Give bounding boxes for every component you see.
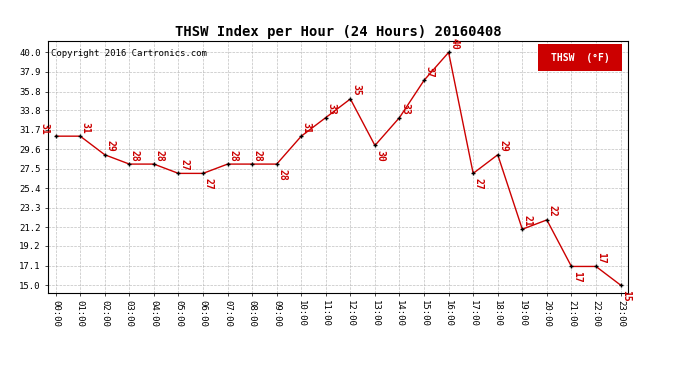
Point [296,133,307,139]
Text: 33: 33 [326,103,337,115]
Text: 28: 28 [228,150,238,161]
Text: 40: 40 [449,38,459,50]
Point [50,133,61,139]
Point [517,226,528,232]
Point [615,282,626,288]
Point [148,161,159,167]
Point [419,77,430,83]
Point [566,264,577,270]
Point [369,142,380,148]
Point [320,114,331,120]
Point [345,96,356,102]
Text: 35: 35 [351,84,361,96]
Point [222,161,233,167]
Text: 17: 17 [597,252,607,264]
Text: 21: 21 [523,215,533,226]
Point [591,264,602,270]
Text: 33: 33 [400,103,410,115]
Text: 27: 27 [474,178,484,190]
Point [443,50,454,55]
Point [124,161,135,167]
Text: 28: 28 [277,169,287,181]
Point [542,217,553,223]
Text: Copyright 2016 Cartronics.com: Copyright 2016 Cartronics.com [51,49,207,58]
Point [75,133,86,139]
Text: 28: 28 [253,150,263,161]
Text: 27: 27 [204,178,214,190]
Text: 31: 31 [39,123,50,135]
Point [246,161,257,167]
Text: 15: 15 [621,290,631,302]
Text: 29: 29 [498,140,509,152]
Text: 29: 29 [106,140,115,152]
Point [468,170,479,176]
Text: 17: 17 [572,272,582,283]
Text: 37: 37 [424,66,435,78]
Title: THSW Index per Hour (24 Hours) 20160408: THSW Index per Hour (24 Hours) 20160408 [175,25,502,39]
Text: 28: 28 [155,150,164,161]
Point [197,170,208,176]
Text: 31: 31 [302,122,312,134]
Point [492,152,503,158]
Text: 27: 27 [179,159,189,171]
Text: 31: 31 [81,122,91,134]
Point [99,152,110,158]
Point [271,161,282,167]
Text: 28: 28 [130,150,140,161]
Text: 30: 30 [375,150,386,162]
Point [394,114,405,120]
Text: 22: 22 [547,206,558,217]
Point [173,170,184,176]
